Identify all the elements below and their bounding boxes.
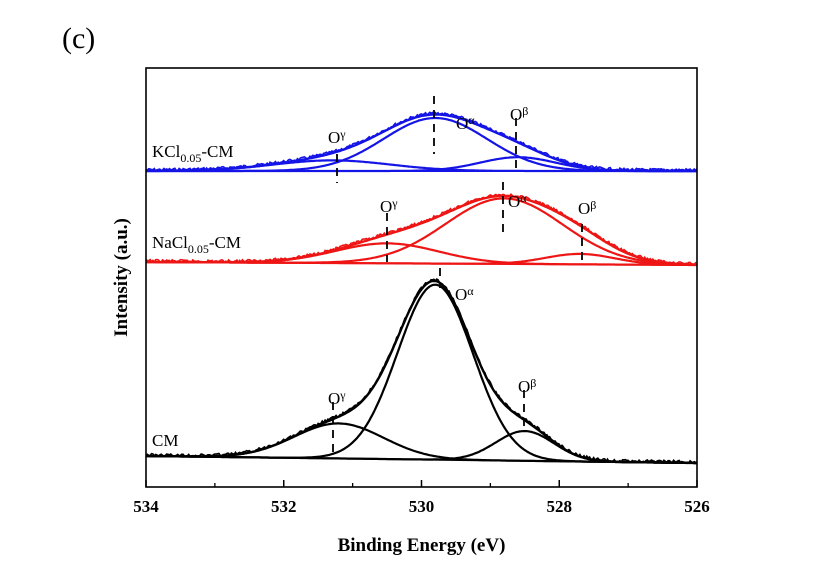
x-tick-label: 530 [409,497,435,516]
y-axis-title: Intensity (a.u.) [111,218,132,337]
spectrum-kcl: KCl0.05-CM Oγ Oα Oβ [145,96,698,183]
raw-spectrum [145,278,698,464]
sample-label: CM [152,431,178,450]
peak-label: Oγ [328,388,346,408]
component-peak [146,283,697,465]
plot-frame [145,67,698,488]
peak-label: Oα [456,113,475,133]
peak-label: Oβ [510,104,528,124]
x-axis-title: Binding Energy (eV) [338,535,506,556]
x-tick-label: 532 [271,497,297,516]
panel-label: (c) [62,22,96,55]
peak-label: Oα [508,191,527,211]
spectrum-cm: CM Oγ Oα Oβ [145,268,698,465]
x-tick-label: 526 [684,497,710,516]
peak-label: Oβ [578,198,596,218]
sample-label: KCl0.05-CM [152,142,233,165]
peak-label: Oβ [518,376,536,396]
peak-label: Oγ [328,127,346,147]
peak-label: Oγ [380,196,398,216]
component-peak [146,197,697,266]
envelope-fit [146,279,697,465]
x-tick-label: 534 [133,497,159,516]
sample-label: NaCl0.05-CM [152,233,241,256]
x-tick-label: 528 [547,497,573,516]
raw-spectrum [145,111,698,173]
background-line [145,455,698,464]
background-line [145,261,698,266]
raw-spectrum [145,192,698,266]
peak-label: Oα [455,284,474,304]
component-peak [146,430,697,465]
spectrum-nacl: NaCl0.05-CM Oγ Oα Oβ [145,182,698,267]
